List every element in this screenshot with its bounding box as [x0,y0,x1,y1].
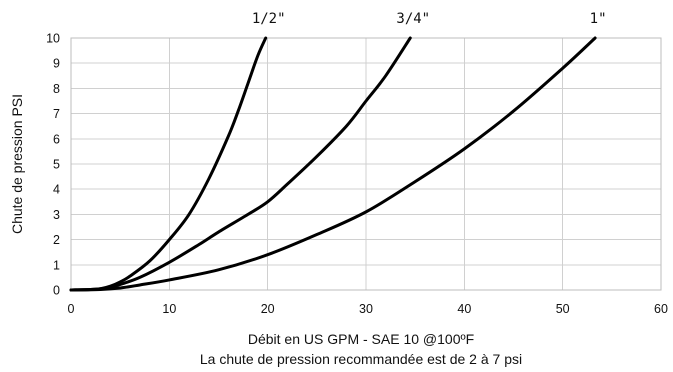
x-tick-label: 50 [556,302,570,316]
series-line [69,36,597,292]
y-tick-label: 2 [53,233,60,247]
x-tick-label: 30 [359,302,373,316]
y-tick-label: 6 [53,132,60,146]
y-tick-label: 3 [53,208,60,222]
x-axis-title: Débit en US GPM - SAE 10 @100ºF [248,331,474,347]
x-tick-label: 10 [162,302,176,316]
y-tick-label: 8 [53,82,60,96]
y-axis-ticks: 0 1 2 3 4 5 6 7 8 9 10 [46,32,60,298]
x-tick-label: 20 [261,302,275,316]
series-curves [69,36,597,292]
y-tick-label: 4 [53,183,60,197]
y-tick-label: 7 [53,107,60,121]
x-axis-ticks: 0 10 20 30 40 50 60 [68,302,668,316]
y-tick-label: 1 [53,258,60,272]
chart-note: La chute de pression recommandée est de … [200,351,522,367]
x-tick-label: 40 [457,302,471,316]
x-tick-label: 0 [68,302,75,316]
series-label: 1/2" [252,11,286,27]
x-tick-label: 60 [654,302,668,316]
series-labels: 1/2" 3/4" 1" [252,11,607,27]
plot-frame [70,37,662,291]
series-label: 1" [590,11,607,27]
y-tick-label: 10 [46,32,60,46]
y-tick-label: 5 [53,158,60,172]
series-label: 3/4" [396,11,430,27]
y-tick-label: 0 [53,284,60,298]
y-tick-label: 9 [53,57,60,71]
y-axis-title: Chute de pression PSI [9,94,25,234]
